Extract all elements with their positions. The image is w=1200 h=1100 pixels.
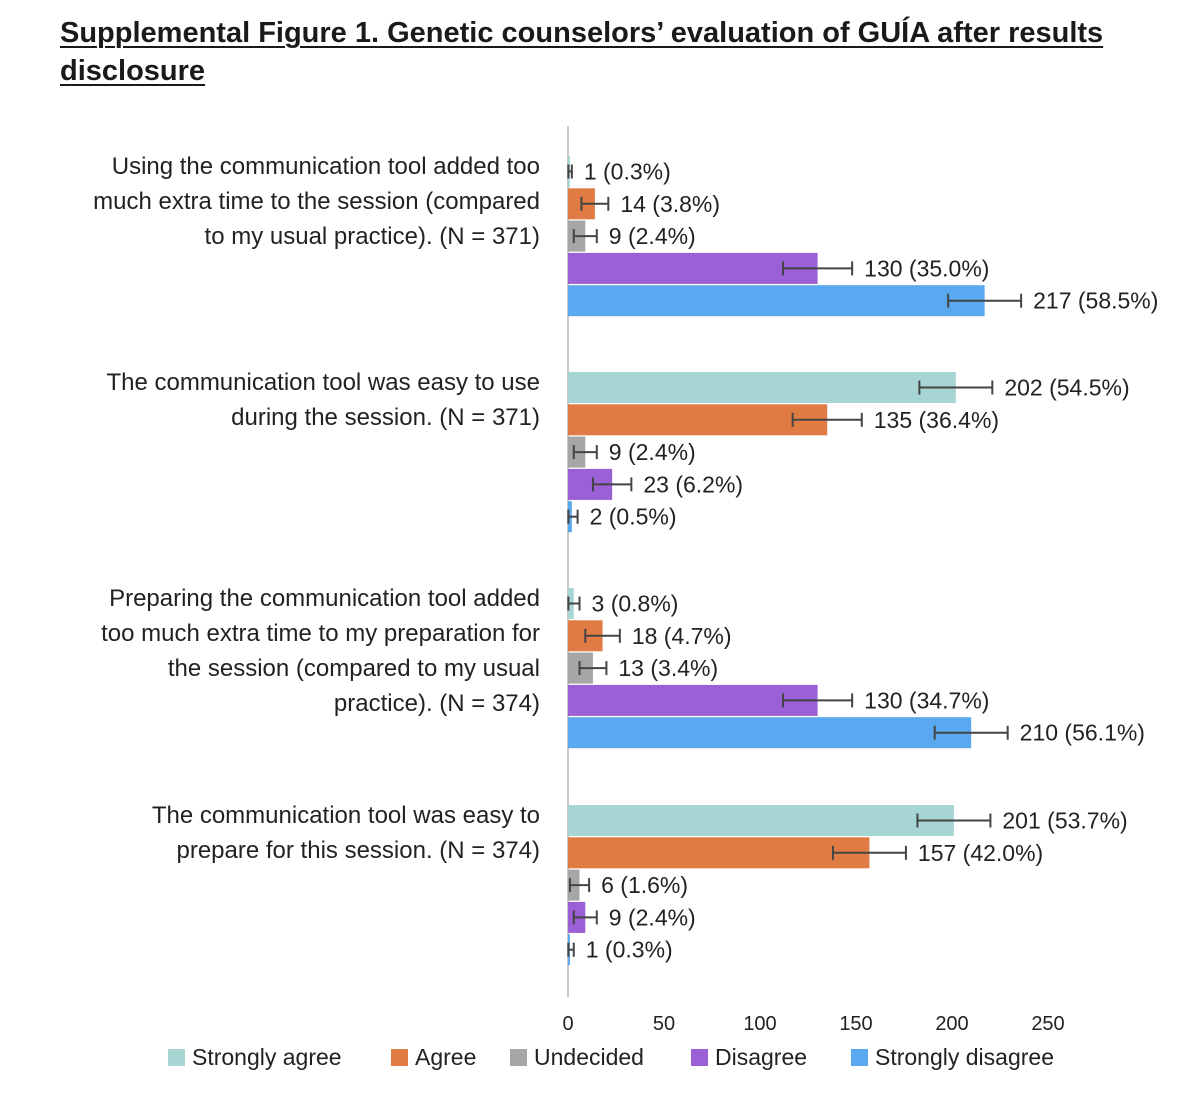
figure-title: Supplemental Figure 1. Genetic counselor… [60, 17, 1104, 87]
category-label-line: the session (compared to my usual [168, 655, 540, 682]
data-label: 217 (58.5%) [1033, 288, 1158, 314]
data-label: 1 (0.3%) [586, 937, 673, 963]
bar [568, 805, 954, 836]
category-label-line: Preparing the communication tool added [109, 585, 540, 612]
data-label: 130 (34.7%) [864, 687, 989, 713]
bar [568, 837, 870, 869]
data-label: 201 (53.7%) [1002, 808, 1127, 834]
data-label: 14 (3.8%) [620, 191, 720, 217]
x-tick-label: 200 [935, 1013, 968, 1035]
bar [568, 372, 956, 403]
legend-swatch [510, 1049, 527, 1066]
legend-swatch [851, 1049, 868, 1066]
legend-label: Strongly agree [192, 1044, 342, 1070]
x-tick-label: 0 [562, 1013, 573, 1035]
data-label: 135 (36.4%) [874, 407, 999, 433]
category-label-line: to my usual practice). (N = 371) [205, 223, 540, 250]
category-label-line: prepare for this session. (N = 374) [176, 837, 540, 864]
bar [568, 684, 818, 716]
data-label: 9 (2.4%) [609, 223, 696, 249]
legend-swatch [691, 1049, 708, 1066]
data-label: 202 (54.5%) [1004, 375, 1129, 401]
category-label-line: much extra time to the session (compared [93, 188, 540, 215]
data-label: 130 (35.0%) [864, 255, 989, 281]
data-label: 9 (2.4%) [609, 904, 696, 930]
category-label-line: practice). (N = 374) [334, 690, 540, 717]
category-label-line: The communication tool was easy to use [106, 369, 540, 396]
x-tick-label: 250 [1031, 1013, 1064, 1035]
data-label: 18 (4.7%) [632, 623, 732, 649]
legend-label: Agree [415, 1044, 476, 1070]
data-label: 1 (0.3%) [584, 159, 671, 185]
legend-swatch [391, 1049, 408, 1066]
data-label: 2 (0.5%) [590, 504, 677, 530]
bar [568, 717, 972, 749]
data-label: 157 (42.0%) [918, 840, 1043, 866]
bar [568, 404, 828, 436]
data-label: 23 (6.2%) [643, 471, 743, 497]
category-label-line: Using the communication tool added too [112, 153, 540, 180]
bar [568, 285, 985, 317]
legend-label: Strongly disagree [875, 1044, 1054, 1070]
data-label: 9 (2.4%) [609, 439, 696, 465]
data-label: 3 (0.8%) [592, 591, 679, 617]
x-tick-label: 50 [653, 1013, 675, 1035]
data-label: 13 (3.4%) [618, 655, 718, 681]
category-label-line: during the session. (N = 371) [231, 404, 540, 431]
legend-swatch [168, 1049, 185, 1066]
category-label-line: too much extra time to my preparation fo… [101, 620, 540, 647]
bar [568, 252, 818, 284]
x-tick-label: 150 [839, 1013, 872, 1035]
x-tick-label: 100 [743, 1013, 776, 1035]
category-label-line: The communication tool was easy to [152, 802, 540, 829]
legend-label: Disagree [715, 1044, 807, 1070]
data-label: 210 (56.1%) [1020, 720, 1145, 746]
data-label: 6 (1.6%) [601, 872, 688, 898]
legend-label: Undecided [534, 1044, 644, 1070]
